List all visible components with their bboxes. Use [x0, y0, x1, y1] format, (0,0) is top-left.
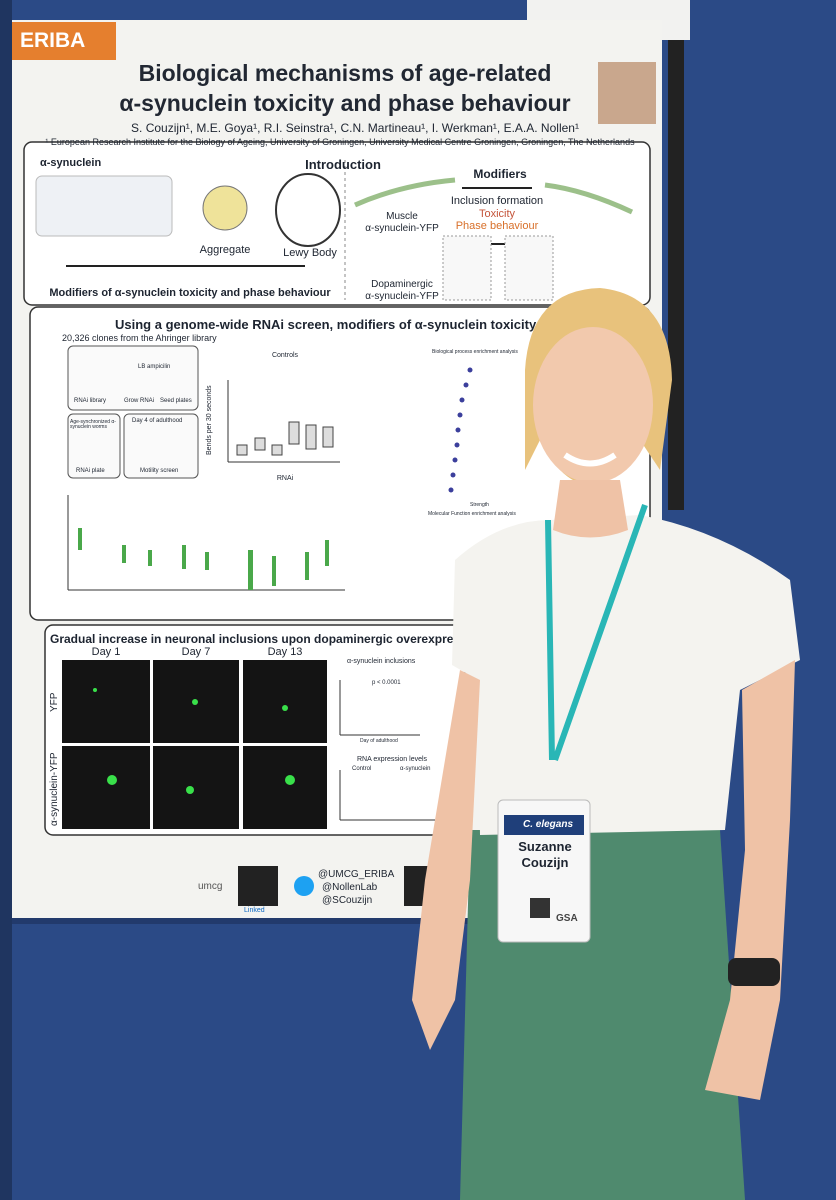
chart-title: Biological process enrichment analysis [432, 349, 518, 355]
aggregate-icon [202, 185, 248, 231]
handle: @SCouzijn [322, 895, 373, 906]
label: α-synuclein-YFP [365, 291, 439, 302]
lanyard [545, 504, 648, 761]
label: Age-synchronized α-synuclein worms [70, 419, 116, 430]
label: Inclusion formation [450, 195, 544, 207]
label: α-synuclein [400, 766, 431, 772]
brain-icon [275, 173, 341, 247]
chart-title: RNA expression levels [357, 756, 428, 763]
title-line: Biological mechanisms of age-related [138, 60, 552, 86]
chart-title: α-synuclein inclusions [347, 658, 416, 665]
worm-zoom [504, 235, 554, 301]
column-label: Day 13 [267, 646, 303, 658]
annotation: p < 0.0001 [372, 680, 401, 686]
worm-zoom [442, 235, 492, 301]
badge-qr [530, 898, 550, 918]
handle: @NollenLab [322, 882, 378, 893]
badge-brand: C. elegans [522, 819, 574, 830]
logo-tag [12, 22, 116, 60]
enrichment-dots [448, 367, 473, 493]
logo: ERIBA [20, 29, 86, 52]
label: α-synuclein [40, 157, 102, 169]
inclusion-spots [93, 688, 295, 794]
column-label: Day 7 [181, 646, 211, 658]
label: Day 4 of adulthood [132, 418, 183, 424]
badge-name: Suzanne [518, 839, 572, 854]
badge [497, 799, 591, 943]
handle: @UMCG_ERIBA [318, 869, 395, 880]
label: Toxicity [478, 208, 516, 220]
label: Phase behaviour [455, 220, 539, 232]
logo-text: umcg [198, 881, 223, 892]
title-line: α-synuclein toxicity and phase behaviour [119, 90, 571, 116]
label: Grow RNAi [124, 398, 155, 404]
label: Motility screen [140, 468, 179, 474]
section-heading: Using a genome-wide RNAi screen, modifie… [115, 317, 612, 332]
wall-edge [0, 0, 12, 1200]
worm [544, 182, 634, 215]
pole [668, 0, 684, 510]
logo-text: Linked [244, 907, 265, 914]
affiliation: ¹ European Research Institute for the Bi… [45, 137, 635, 147]
badge-society: GSA [556, 913, 578, 924]
label: Seed plates [160, 398, 192, 404]
axis-label: Strength [470, 502, 489, 508]
arm [412, 670, 480, 1050]
screen-bars [78, 528, 329, 590]
step-panel [123, 413, 199, 479]
neck [553, 480, 628, 538]
label: Lewy Body [283, 247, 337, 259]
protein-panel [35, 175, 173, 237]
label: 20,326 clones from the Ahringer library [62, 333, 217, 343]
step-panel [67, 345, 199, 411]
badge-band [504, 815, 584, 835]
label: Control [352, 766, 372, 772]
authors: S. Couzijn¹, M.E. Goya¹, R.I. Seinstra¹,… [131, 121, 579, 135]
qr-code [238, 866, 278, 906]
portrait [598, 62, 656, 124]
section-heading: Introduction [305, 157, 381, 172]
label: RNAi library [74, 398, 107, 404]
arm [705, 660, 795, 1100]
label: Modifiers of α-synuclein toxicity and ph… [49, 287, 331, 299]
section-heading: Gradual increase in neuronal inclusions … [50, 632, 515, 646]
label: Aggregate [199, 244, 251, 256]
chart-title: Controls [271, 352, 299, 359]
shirt [452, 515, 800, 835]
axis-label: RNAi [276, 475, 294, 482]
face [533, 327, 653, 483]
label: α-synuclein-YFP [365, 223, 439, 234]
chart-title: Molecular Function enrichment analysis [428, 511, 516, 517]
twitter-icon [294, 876, 314, 896]
step-panel [67, 413, 121, 479]
label: RNAi plate [76, 468, 105, 474]
axis-label: Day of adulthood [360, 738, 398, 744]
column-label: Day 1 [91, 646, 121, 658]
worm [353, 177, 456, 208]
smile [563, 452, 617, 467]
label: LB ampicilin [138, 364, 171, 370]
poster-shadow [12, 918, 662, 924]
boxplot-graphic [236, 421, 334, 456]
badge-name: Couzijn [521, 855, 569, 870]
label: Dopaminergic [371, 279, 433, 290]
label: Muscle [386, 211, 418, 222]
label: Modifiers [473, 167, 527, 181]
micrographs [62, 660, 327, 829]
watch [728, 958, 780, 986]
